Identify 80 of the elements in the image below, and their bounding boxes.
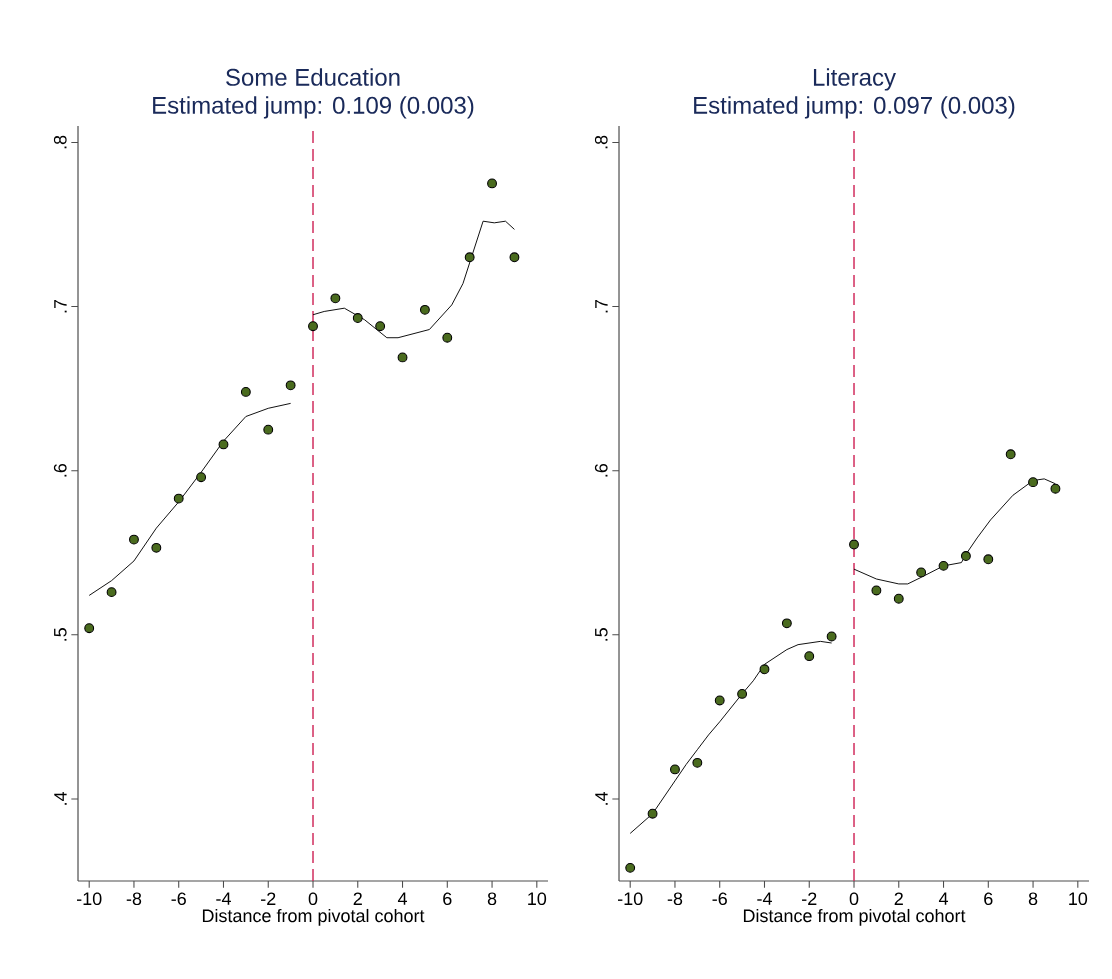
x-tick-label: 10 — [528, 892, 547, 906]
x-tick-label: -6 — [171, 892, 186, 906]
point — [218, 439, 229, 450]
chart-subtitle: Estimated jump: 0.097 (0.003) — [694, 96, 1015, 119]
x-tick-label: 4 — [938, 892, 949, 905]
point — [308, 321, 318, 332]
point — [173, 493, 184, 504]
x-tick-label: -4 — [216, 892, 231, 905]
point — [826, 631, 837, 642]
point — [285, 380, 296, 391]
x-tick-label: -6 — [712, 892, 727, 906]
y-tick-label: .6 — [53, 463, 67, 477]
x-tick-label: 8 — [487, 892, 497, 906]
x-tick-label: -10 — [76, 892, 102, 906]
point — [871, 585, 882, 596]
x-tick-label: 0 — [849, 892, 859, 906]
point — [352, 313, 363, 323]
point — [647, 808, 658, 819]
point — [106, 587, 117, 598]
x-tick-label: -2 — [802, 892, 817, 905]
point — [983, 554, 994, 565]
point — [849, 539, 859, 550]
line-series — [88, 402, 292, 596]
x-axis-title: Distance from pivotal cohort — [743, 908, 966, 926]
y-tick-label: .8 — [53, 135, 67, 149]
point — [464, 252, 475, 263]
point — [1005, 449, 1016, 460]
point — [509, 252, 520, 263]
y-tick-label: .5 — [54, 628, 67, 641]
point — [240, 386, 251, 397]
x-tick-label: -8 — [126, 892, 142, 906]
point — [625, 862, 636, 873]
point — [670, 764, 680, 775]
x-tick-label: 4 — [397, 892, 408, 905]
x-tick-label: -8 — [667, 892, 683, 906]
y-tick-label: .7 — [54, 299, 67, 313]
point — [916, 567, 927, 578]
point — [129, 534, 139, 545]
point — [487, 178, 497, 189]
point — [1028, 477, 1038, 488]
point — [375, 321, 386, 332]
point — [196, 472, 207, 483]
point — [419, 304, 430, 315]
point — [737, 688, 748, 699]
point — [442, 332, 453, 343]
point — [1050, 483, 1061, 494]
point — [84, 623, 95, 634]
chart-title: Literacy — [813, 68, 896, 91]
y-tick-label: .4 — [54, 791, 67, 805]
y-tick-label: .6 — [594, 463, 608, 477]
x-tick-label: 6 — [443, 892, 452, 906]
x-tick-label: -2 — [261, 892, 276, 905]
point — [759, 664, 770, 675]
x-tick-label: -10 — [617, 892, 643, 906]
point — [960, 551, 971, 561]
line-series — [312, 220, 515, 339]
x-tick-label: 8 — [1028, 892, 1038, 906]
x-tick-label: 0 — [308, 892, 318, 906]
point — [151, 542, 162, 553]
point — [804, 651, 815, 662]
x-tick-label: 2 — [353, 892, 362, 905]
y-tick-label: .5 — [595, 628, 608, 641]
chart-subtitle: Estimated jump: 0.109 (0.003) — [153, 96, 474, 119]
y-tick-label: .4 — [595, 791, 608, 805]
x-axis-title: Distance from pivotal cohort — [202, 908, 425, 926]
point — [938, 560, 949, 571]
point — [893, 593, 904, 604]
point — [781, 618, 792, 629]
point — [692, 757, 703, 768]
x-tick-label: 2 — [894, 892, 903, 905]
chart-title: Some Education — [226, 68, 400, 86]
point — [397, 352, 408, 363]
y-tick-label: .8 — [594, 135, 608, 149]
point — [714, 695, 725, 706]
x-tick-label: 10 — [1069, 892, 1088, 906]
point — [263, 424, 274, 435]
y-tick-label: .7 — [595, 299, 608, 313]
x-tick-label: 6 — [984, 892, 993, 906]
point — [330, 293, 341, 304]
x-tick-label: -4 — [757, 892, 772, 905]
